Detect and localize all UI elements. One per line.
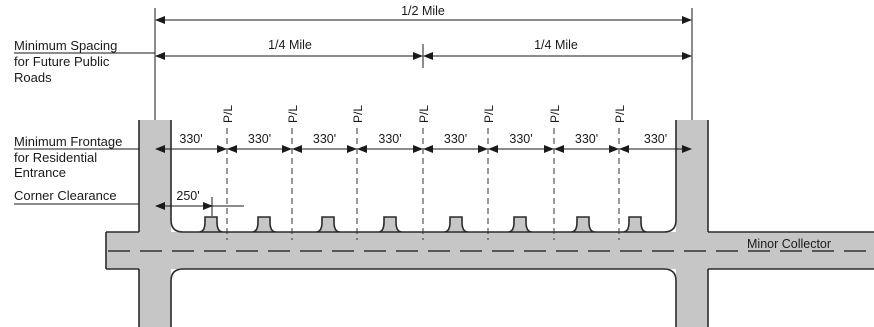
property-line-label: P/L — [613, 105, 627, 123]
quarter-mile-left-label: 1/4 Mile — [268, 38, 312, 52]
driveway-5 — [443, 216, 469, 233]
road-network — [105, 120, 874, 327]
property-line-label: P/L — [286, 105, 300, 123]
spacing-dimensions: 1/2 Mile 1/4 Mile 1/4 Mile — [154, 4, 693, 120]
frontage-dimensions: 330' 330' 330' 330' 330' 330' 330' 330' — [155, 132, 692, 153]
frontage-dimension-5: 330' — [444, 132, 467, 146]
driveway-2 — [251, 216, 277, 233]
frontage-dimension-3: 330' — [313, 132, 336, 146]
spacing-label-line-3: Roads — [14, 70, 52, 85]
corner-clearance-value: 250' — [176, 189, 199, 203]
frontage-label-line-1: Minimum Frontage — [14, 134, 122, 149]
right-cross-road — [676, 120, 708, 327]
property-lines: P/L P/L P/L P/L P/L P/L P/L — [221, 105, 627, 240]
spacing-label-line-2: for Future Public — [14, 54, 110, 69]
property-line-label: P/L — [548, 105, 562, 123]
corner-clearance-label: Corner Clearance — [14, 188, 117, 203]
left-cross-road — [139, 120, 171, 327]
driveway-6 — [507, 216, 533, 233]
frontage-dimension-1: 330' — [179, 132, 202, 146]
property-line-label: P/L — [351, 105, 365, 123]
left-labels: Minimum Spacing for Future Public Roads … — [14, 38, 155, 205]
minor-collector-label: Minor Collector — [747, 237, 831, 251]
property-line-label: P/L — [482, 105, 496, 123]
driveway-3 — [315, 216, 341, 233]
driveway-1 — [198, 216, 224, 233]
driveway-7 — [570, 216, 596, 233]
frontage-label-line-2: for Residential — [14, 150, 97, 165]
corner-clearance-dimension: 250' — [155, 189, 244, 216]
quarter-mile-right-label: 1/4 Mile — [534, 38, 578, 52]
frontage-label-line-3: Entrance — [14, 165, 66, 180]
driveway-8 — [622, 216, 648, 233]
frontage-dimension-8: 330' — [644, 132, 667, 146]
frontage-dimension-7: 330' — [575, 132, 598, 146]
residential-driveways — [198, 216, 648, 233]
frontage-dimension-6: 330' — [509, 132, 532, 146]
frontage-dimension-4: 330' — [378, 132, 401, 146]
property-line-label: P/L — [417, 105, 431, 123]
frontage-dimension-2: 330' — [248, 132, 271, 146]
spacing-label-line-1: Minimum Spacing — [14, 38, 117, 53]
half-mile-label: 1/2 Mile — [401, 4, 445, 18]
minor-collector-road — [106, 232, 874, 269]
driveway-4 — [377, 216, 403, 233]
property-line-label: P/L — [221, 105, 235, 123]
